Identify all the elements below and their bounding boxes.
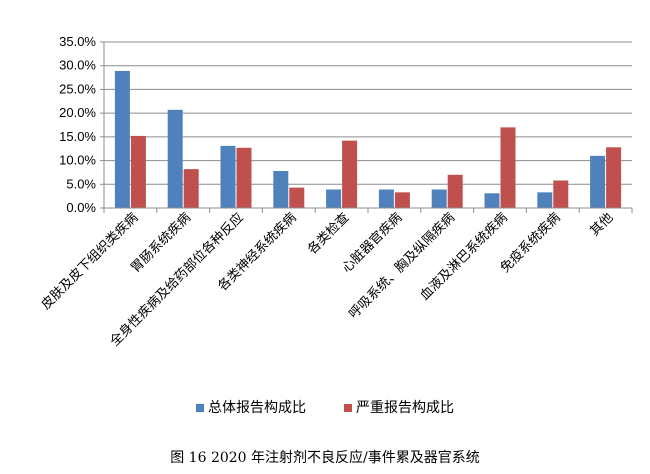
figure-caption: 图 16 2020 年注射剂不良反应/事件累及器官系统	[170, 449, 480, 466]
y-axis-ticks: 0.0% 5.0% 10.0% 15.0% 20.0% 25.0% 30.0% 35.0%	[59, 34, 104, 215]
legend-label: 严重报告构成比	[356, 400, 454, 416]
bar	[167, 109, 183, 208]
bar	[590, 155, 606, 208]
bar	[342, 140, 358, 208]
bar	[500, 127, 516, 208]
x-tick-label: 其他	[587, 210, 616, 239]
bar	[130, 135, 146, 208]
y-tick-label: 20.0%	[59, 105, 96, 120]
x-tick-label: 皮肤及皮下组织类疾病	[39, 210, 142, 313]
bar	[220, 145, 236, 208]
bar	[114, 70, 130, 208]
bar	[326, 189, 342, 208]
y-tick-label: 15.0%	[59, 129, 96, 144]
axes	[103, 42, 633, 213]
y-tick-label: 0.0%	[66, 200, 96, 215]
bar	[484, 193, 500, 208]
bar	[183, 169, 199, 208]
bar	[236, 147, 252, 208]
y-tick-label: 30.0%	[59, 58, 96, 73]
legend-swatch	[196, 404, 204, 412]
bar	[273, 171, 289, 208]
y-tick-label: 25.0%	[59, 81, 96, 96]
bar	[537, 192, 553, 208]
gridlines	[104, 41, 632, 185]
x-tick-label: 血液及淋巴系统疾病	[417, 210, 510, 303]
bar	[553, 180, 569, 208]
legend-swatch	[344, 404, 352, 412]
bar	[378, 189, 394, 208]
y-tick-label: 10.0%	[59, 153, 96, 168]
bar	[289, 187, 305, 208]
x-tick-label: 呼吸系统、胸及纵隔疾病	[346, 210, 458, 322]
bar	[394, 192, 410, 208]
bar	[447, 174, 463, 208]
y-tick-label: 35.0%	[59, 34, 96, 49]
x-tick-label: 各类检查	[304, 210, 352, 258]
y-tick-label: 5.0%	[66, 176, 96, 191]
bars	[114, 70, 622, 208]
legend: 总体报告构成比 严重报告构成比	[196, 400, 454, 416]
bar	[606, 147, 622, 208]
legend-label: 总体报告构成比	[208, 400, 306, 416]
bar	[431, 189, 447, 208]
